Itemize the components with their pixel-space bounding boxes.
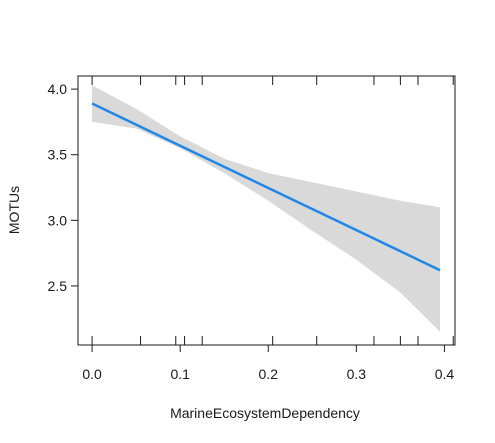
rug-marks: [91, 76, 454, 345]
y-tick-label-1: 3.0: [48, 212, 68, 228]
x-axis-label: MarineEcosystemDependency: [170, 405, 360, 421]
x-tick-label-1: 0.1: [170, 366, 190, 382]
confidence-band: [92, 85, 440, 332]
x-tick-label-2: 0.2: [259, 366, 279, 382]
y-axis-label: MOTUs: [6, 186, 22, 234]
x-tick-label-3: 0.3: [347, 366, 367, 382]
x-axis: 0.0 0.1 0.2 0.3 0.4: [82, 345, 454, 382]
y-tick-label-2: 3.5: [48, 147, 68, 163]
plot-frame: [77, 75, 456, 346]
x-tick-label-0: 0.0: [82, 366, 102, 382]
y-tick-label-0: 2.5: [48, 278, 68, 294]
y-axis: 2.5 3.0 3.5 4.0: [48, 81, 78, 294]
x-tick-label-4: 0.4: [435, 366, 455, 382]
fit-line: [91, 102, 441, 272]
y-tick-label-3: 4.0: [48, 81, 68, 97]
